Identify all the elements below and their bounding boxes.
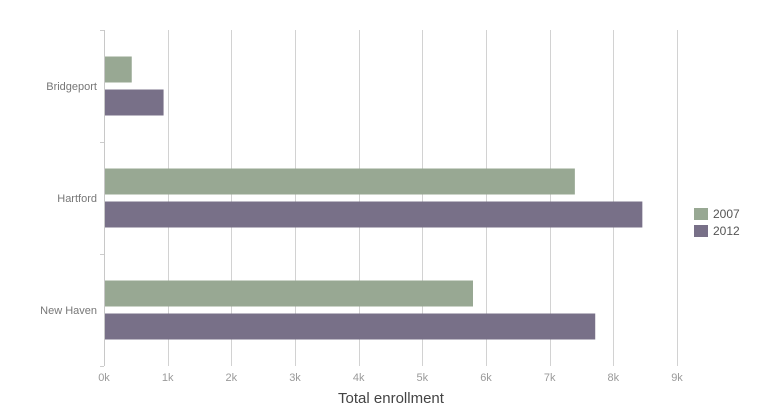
x-tick-label: 0k <box>98 372 110 384</box>
x-axis-tick-labels: 0k 1k 2k 3k 4k 5k 6k 7k 8k 9k <box>98 372 683 384</box>
x-tick-label: 2k <box>226 372 238 384</box>
x-tick-label: 1k <box>162 372 174 384</box>
x-tick-label: 5k <box>417 372 429 384</box>
y-axis-ticks <box>100 30 104 367</box>
bar-new-haven-2012 <box>105 313 596 340</box>
bar-bridgeport-2012 <box>105 89 164 116</box>
x-tick-label: 7k <box>544 372 556 384</box>
category-label: Bridgeport <box>46 81 97 93</box>
category-label: Hartford <box>57 193 97 205</box>
bar-hartford-2012 <box>105 201 643 228</box>
x-tick-label: 6k <box>480 372 492 384</box>
x-tick-label: 8k <box>608 372 620 384</box>
legend-swatch-2007 <box>694 208 708 220</box>
grid-lines <box>104 30 678 366</box>
x-tick-label: 3k <box>289 372 301 384</box>
legend-label: 2012 <box>713 224 740 238</box>
legend-swatch-2012 <box>694 225 708 237</box>
bar-new-haven-2007 <box>105 280 473 307</box>
legend: 2007 2012 <box>694 207 740 238</box>
bars <box>105 56 643 340</box>
category-labels: Bridgeport Hartford New Haven <box>40 81 97 317</box>
legend-label: 2007 <box>713 207 740 221</box>
bar-bridgeport-2007 <box>105 56 132 83</box>
x-tick-label: 4k <box>353 372 365 384</box>
bar-hartford-2007 <box>105 168 575 195</box>
x-tick-label: 9k <box>671 372 683 384</box>
x-axis-title: Total enrollment <box>338 390 445 407</box>
category-label: New Haven <box>40 305 97 317</box>
